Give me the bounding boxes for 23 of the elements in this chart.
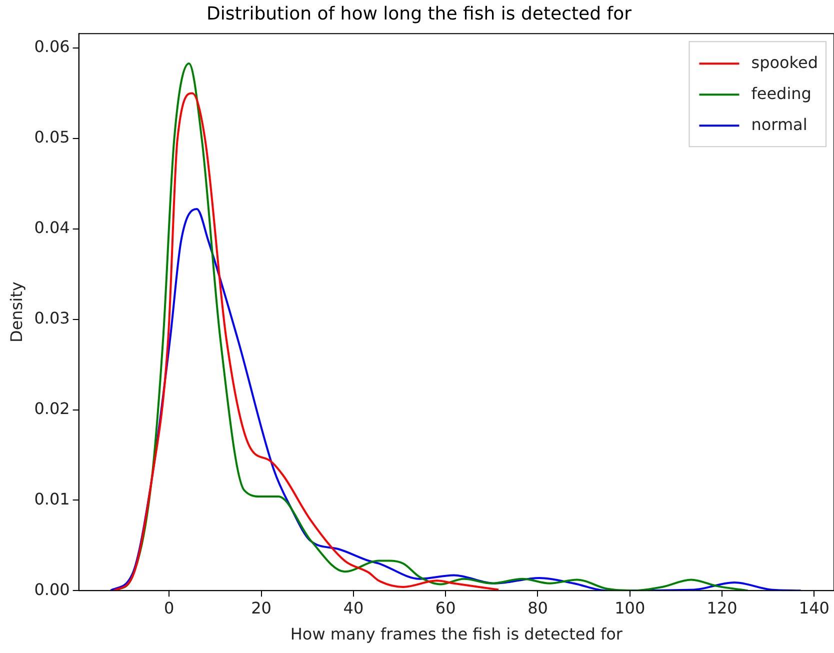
x-tick-label: 20 bbox=[251, 598, 272, 618]
y-tick-label: 0.01 bbox=[34, 489, 70, 508]
y-tick-label: 0.03 bbox=[34, 308, 70, 328]
x-tick-label: 60 bbox=[435, 598, 456, 618]
x-axis-title: How many frames the fish is detected for bbox=[290, 624, 623, 644]
y-tick-label: 0.00 bbox=[34, 580, 70, 599]
chart-title: Distribution of how long the fish is detected for bbox=[206, 3, 632, 24]
x-tick-label: 140 bbox=[798, 598, 830, 618]
line-series bbox=[110, 208, 802, 591]
y-tick-label: 0.02 bbox=[34, 398, 70, 418]
legend-label: spooked bbox=[751, 52, 818, 72]
legend-label: feeding bbox=[751, 84, 812, 103]
x-tick-label: 100 bbox=[614, 598, 646, 618]
y-axis-title: Density bbox=[6, 282, 26, 343]
x-tick-label: 0 bbox=[164, 598, 174, 618]
x-tick-label: 80 bbox=[528, 598, 548, 618]
x-tick-label: 120 bbox=[706, 598, 738, 618]
line-series bbox=[112, 92, 500, 591]
legend-label: normal bbox=[751, 114, 808, 134]
y-tick-label: 0.06 bbox=[34, 37, 70, 56]
y-tick-label: 0.05 bbox=[34, 128, 70, 147]
y-tick-label: 0.04 bbox=[34, 218, 70, 238]
x-tick-label: 40 bbox=[343, 598, 364, 618]
